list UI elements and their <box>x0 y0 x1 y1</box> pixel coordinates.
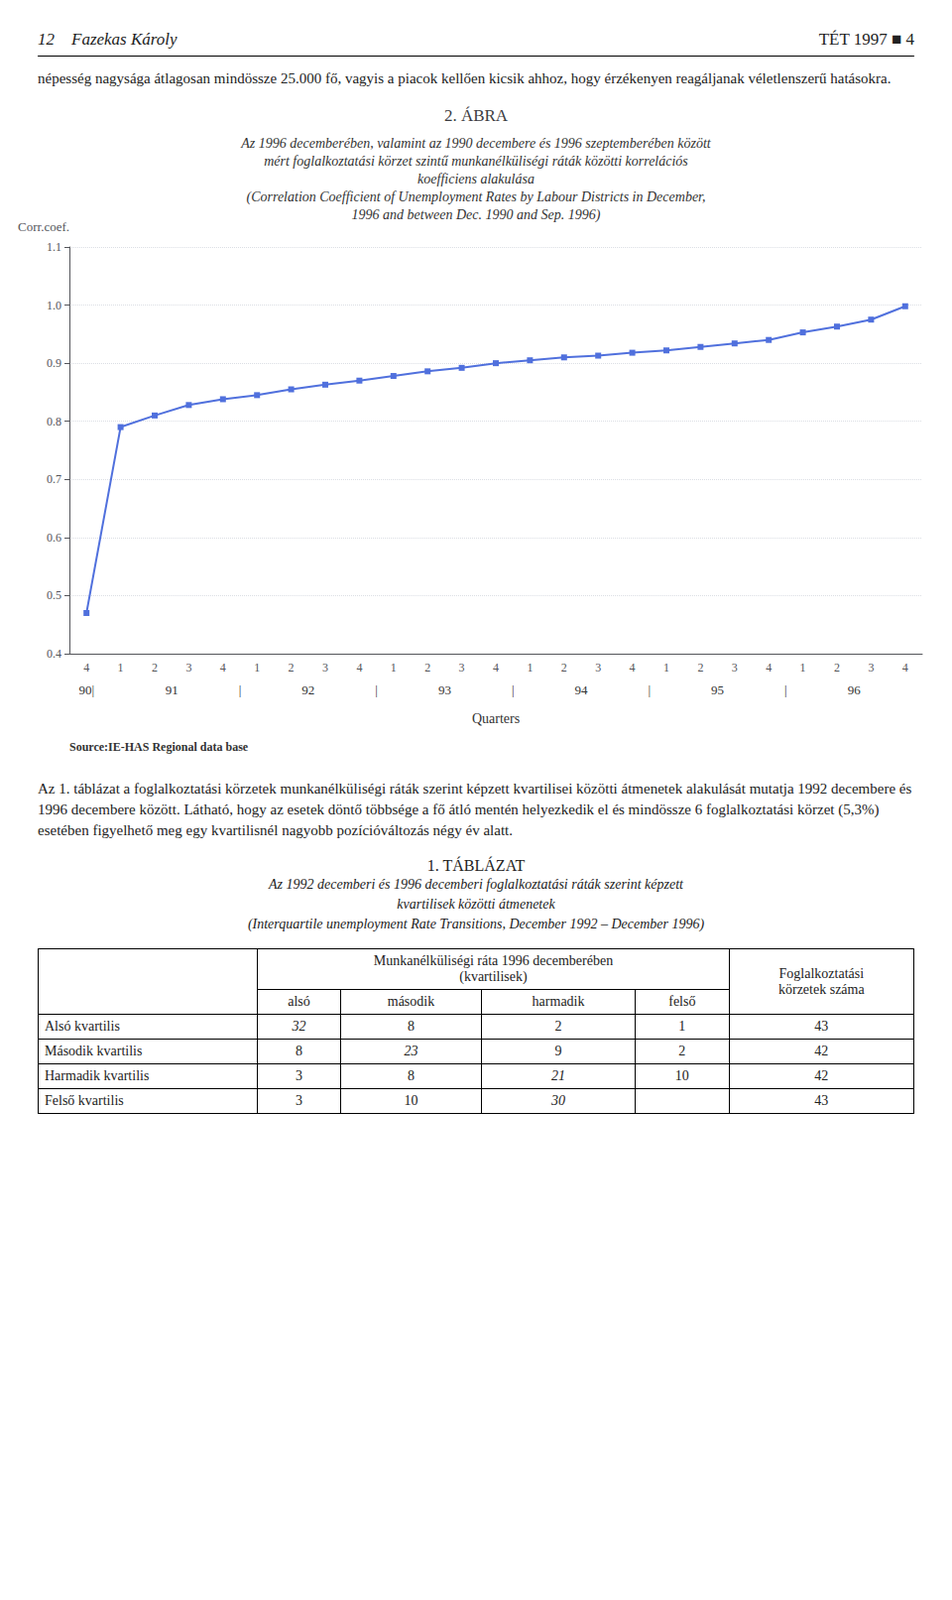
html-text:21: 21 <box>551 1068 566 1083</box>
svg-text:2: 2 <box>561 660 568 675</box>
svg-text:1996 and between Dec. 1990 and: 1996 and between Dec. 1990 and Sep. 1996… <box>352 207 601 224</box>
svg-text:|: | <box>374 682 378 698</box>
html-text:népesség nagysága átlagosan mi: népesség nagysága átlagosan mindössze 25… <box>37 70 892 87</box>
svg-text:4: 4 <box>83 660 90 675</box>
svg-text:koefficiens alakulása: koefficiens alakulása <box>417 171 535 187</box>
html-text:12 Fazekas Károly: 12 Fazekas Károly <box>37 29 178 49</box>
html-text:9: 9 <box>554 1043 562 1059</box>
svg-text:4: 4 <box>629 660 636 675</box>
svg-text:0.5: 0.5 <box>46 588 62 602</box>
svg-text:Quarters: Quarters <box>472 711 520 726</box>
html-text:3: 3 <box>295 1092 303 1108</box>
html-text:32: 32 <box>292 1018 306 1034</box>
svg-text:3: 3 <box>731 660 738 675</box>
svg-text:93: 93 <box>438 682 452 698</box>
html-text:Foglalkoztatási: Foglalkoztatási <box>778 965 864 981</box>
svg-text:4: 4 <box>356 660 362 675</box>
svg-text:1: 1 <box>390 660 397 675</box>
html-text:Második kvartilis: Második kvartilis <box>44 1043 143 1059</box>
html-text:Harmadik kvartilis: Harmadik kvartilis <box>44 1068 150 1083</box>
svg-text:0.8: 0.8 <box>46 414 62 429</box>
html-text:alsó: alsó <box>287 993 311 1009</box>
svg-text:0.4: 0.4 <box>46 646 62 661</box>
svg-text:2: 2 <box>424 660 431 675</box>
html-text:második: második <box>387 993 435 1009</box>
svg-text:3: 3 <box>322 660 329 675</box>
svg-text:1.0: 1.0 <box>46 298 62 313</box>
svg-text:|: | <box>647 682 651 698</box>
svg-text:3: 3 <box>459 660 466 675</box>
html-text:Az 1992 decemberi és 1996 dece: Az 1992 decemberi és 1996 decemberi fogl… <box>268 876 684 892</box>
html-text:1: 1 <box>678 1018 686 1034</box>
svg-text:94: 94 <box>575 682 590 698</box>
svg-text:91: 91 <box>165 682 179 698</box>
html-text:1. TÁBLÁZAT: 1. TÁBLÁZAT <box>427 856 525 874</box>
svg-text:1: 1 <box>253 660 260 675</box>
svg-text:1.1: 1.1 <box>46 239 62 254</box>
svg-text:2: 2 <box>151 660 158 675</box>
html-text:10: 10 <box>675 1068 690 1083</box>
html-text:Munkanélküliségi ráta 1996 dec: Munkanélküliségi ráta 1996 decemberében <box>373 952 613 968</box>
html-text:42: 42 <box>814 1043 829 1059</box>
svg-text:4: 4 <box>220 660 227 675</box>
svg-text:(Correlation Coefficient of Un: (Correlation Coefficient of Unemployment… <box>246 189 707 206</box>
svg-text:4: 4 <box>902 660 909 675</box>
svg-text:96: 96 <box>847 682 862 698</box>
html-text:Felső kvartilis: Felső kvartilis <box>44 1092 124 1108</box>
html-text:8: 8 <box>407 1068 415 1083</box>
svg-text:Corr.coef.: Corr.coef. <box>17 219 70 235</box>
svg-text:3: 3 <box>185 660 192 675</box>
svg-text:|: | <box>511 682 515 698</box>
svg-text:92: 92 <box>301 682 315 698</box>
html-text:kvartilisek közötti átmenetek: kvartilisek közötti átmenetek <box>396 896 556 912</box>
html-text:harmadik: harmadik <box>532 993 585 1009</box>
svg-text:2: 2 <box>697 660 704 675</box>
svg-text:2: 2 <box>833 660 840 675</box>
svg-text:mért foglalkoztatási körzet sz: mért foglalkoztatási körzet szintű munka… <box>263 153 689 169</box>
html-text:42: 42 <box>814 1068 829 1083</box>
html-text:8: 8 <box>407 1018 415 1034</box>
svg-text:3: 3 <box>867 660 874 675</box>
html-text:Az 1. táblázat a foglalkoztatá: Az 1. táblázat a foglalkoztatási körzete… <box>37 780 912 838</box>
svg-text:|: | <box>238 682 242 698</box>
html-text:(Interquartile unemployment Ra: (Interquartile unemployment Rate Transit… <box>247 916 705 932</box>
svg-text:Source:IE-HAS Regional data ba: Source:IE-HAS Regional data base <box>69 739 249 754</box>
html-text:43: 43 <box>814 1092 829 1108</box>
svg-text:|: | <box>784 682 788 698</box>
html-text:2: 2 <box>554 1018 562 1034</box>
svg-text:1: 1 <box>663 660 670 675</box>
svg-text:4: 4 <box>765 660 772 675</box>
html-text:TÉT 1997 ■ 4: TÉT 1997 ■ 4 <box>818 29 915 49</box>
html-text:2: 2 <box>678 1043 686 1059</box>
html-text:körzetek száma: körzetek száma <box>778 981 865 997</box>
svg-text:0.9: 0.9 <box>46 356 62 370</box>
html-text:43: 43 <box>814 1018 829 1034</box>
html-text:felső: felső <box>668 993 696 1009</box>
svg-text:2: 2 <box>288 660 295 675</box>
html-text:Alsó kvartilis: Alsó kvartilis <box>44 1018 120 1034</box>
svg-text:3: 3 <box>595 660 601 675</box>
svg-text:95: 95 <box>711 682 724 698</box>
svg-text:1: 1 <box>526 660 533 675</box>
svg-text:1: 1 <box>800 660 807 675</box>
svg-text:2. ÁBRA: 2. ÁBRA <box>444 106 509 125</box>
html-text:30: 30 <box>551 1092 566 1108</box>
html-text:8: 8 <box>295 1043 303 1059</box>
html-text:23: 23 <box>404 1043 418 1059</box>
svg-text:0.6: 0.6 <box>46 530 62 545</box>
svg-text:4: 4 <box>492 660 499 675</box>
svg-text:1: 1 <box>118 660 124 675</box>
svg-text:0.7: 0.7 <box>46 472 62 486</box>
html-text:(kvartilisek): (kvartilisek) <box>459 968 528 984</box>
svg-text:Az 1996 decemberében, valamint: Az 1996 decemberében, valamint az 1990 d… <box>239 135 713 151</box>
svg-text:90|: 90| <box>78 682 95 698</box>
html-text:10: 10 <box>404 1092 418 1108</box>
html-text:3: 3 <box>295 1068 303 1083</box>
